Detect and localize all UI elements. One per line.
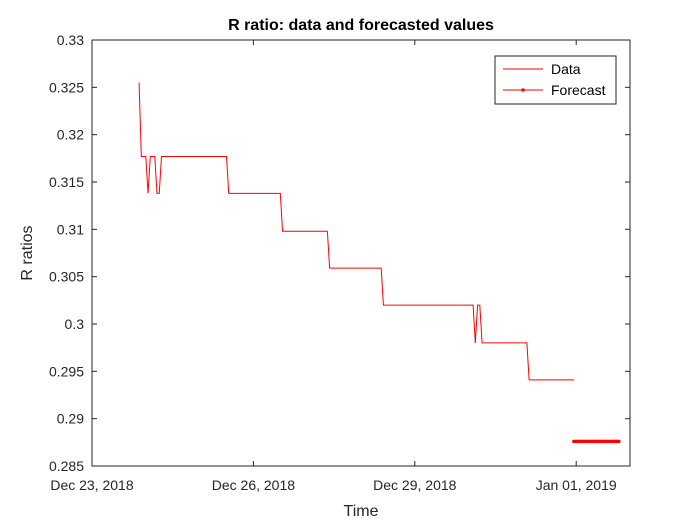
series-layer: [138, 82, 621, 444]
x-axis-label: Time: [344, 503, 379, 520]
legend-label-data: Data: [551, 61, 581, 77]
y-tick-label: 0.305: [49, 269, 84, 285]
x-tick-label: Dec 23, 2018: [50, 477, 133, 493]
legend-marker-forecast: [521, 88, 525, 92]
x-tick-label: Jan 01, 2019: [536, 477, 617, 493]
legend-box: [494, 55, 617, 105]
y-tick-label: 0.29: [57, 411, 84, 427]
y-tick-label: 0.32: [57, 127, 84, 143]
y-tick-label: 0.31: [57, 221, 84, 237]
chart-title: R ratio: data and forecasted values: [228, 17, 494, 34]
x-axis-ticks: Dec 23, 2018 Dec 26, 2018 Dec 29, 2018 Jan …: [50, 40, 617, 493]
y-axis-ticks: 0.285 0.29 0.295 0.3 0.305 0.31 0.315 0.32 0.325…: [49, 32, 630, 474]
y-tick-label: 0.33: [57, 32, 84, 48]
plot-frame: [91, 39, 631, 467]
plot-area: [92, 40, 630, 466]
forecast-point: [616, 439, 621, 444]
series-line-data: [138, 82, 574, 381]
y-tick-label: 0.3: [65, 316, 85, 332]
legend-label-forecast: Forecast: [551, 82, 606, 98]
y-tick-label: 0.295: [49, 363, 84, 379]
x-tick-label: Dec 29, 2018: [373, 477, 456, 493]
y-axis-label: R ratios: [19, 225, 36, 280]
legend: Data Forecast: [494, 55, 617, 105]
x-tick-label: Dec 26, 2018: [212, 477, 295, 493]
y-tick-label: 0.325: [49, 79, 84, 95]
y-tick-label: 0.315: [49, 174, 84, 190]
y-tick-label: 0.285: [49, 458, 84, 474]
